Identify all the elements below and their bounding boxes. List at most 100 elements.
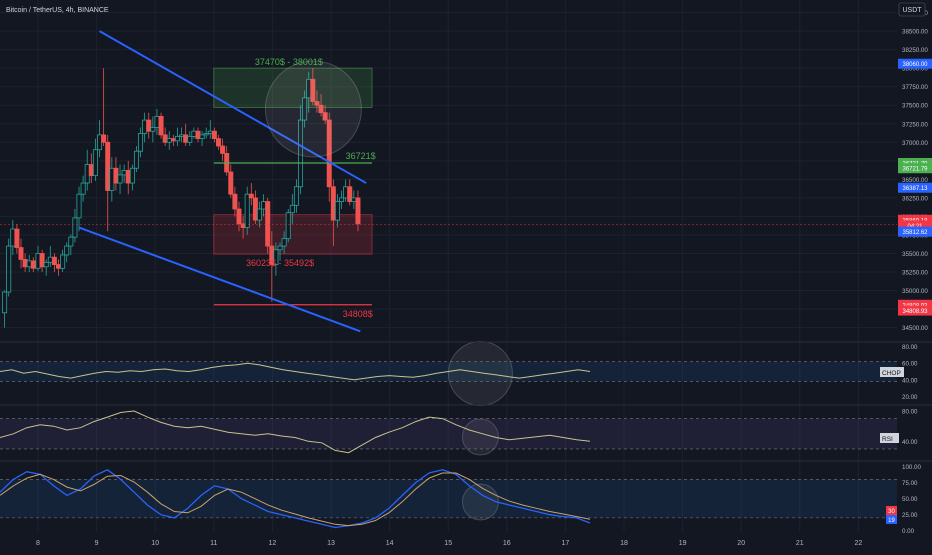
candle-body: [105, 141, 111, 191]
candle-body: [343, 186, 349, 199]
x-tick-label: 10: [151, 540, 159, 547]
candle-body: [101, 134, 107, 143]
candle-body: [199, 134, 205, 139]
candle-body: [265, 201, 271, 247]
oscillator-tick-label: 75.00: [902, 480, 918, 487]
candle-body: [60, 254, 66, 269]
channel-lower-line: [78, 226, 361, 333]
candle-body: [211, 130, 217, 139]
candle-body: [347, 186, 353, 202]
candle-body: [166, 138, 172, 143]
y-tick-label: 36500.00: [902, 177, 928, 184]
x-tick-label: 11: [210, 540, 217, 547]
y-tick-label: 34500.00: [902, 325, 928, 332]
candle-body: [314, 101, 320, 106]
candle-body: [252, 197, 258, 221]
oscillator-line: [0, 362, 591, 381]
oscillator-tick-label: 25.00: [902, 512, 918, 519]
candle-body: [158, 115, 164, 136]
y-tick-label: 38000.00: [902, 66, 928, 73]
stoch-value-tag: 30: [888, 509, 895, 515]
x-tick-label: 14: [386, 540, 394, 547]
candle-body: [146, 119, 152, 132]
candle-body: [97, 134, 103, 151]
price-tag-box: [898, 305, 932, 316]
price-tag-box: [898, 214, 932, 225]
candle-body: [289, 204, 295, 214]
oscillator-highlight-circle: [461, 418, 499, 456]
support-level-label: 34808$: [343, 309, 373, 319]
trend-lines: [0, 30, 897, 333]
x-tick-label: 13: [327, 540, 335, 547]
candle-body: [183, 134, 189, 143]
candle-body: [170, 138, 176, 142]
x-tick-label: 8: [36, 540, 40, 547]
price-tag-text: 36387.13: [902, 186, 928, 192]
stoch-value-tag-box: [886, 506, 897, 515]
y-tick-label: 37500.00: [902, 103, 928, 110]
candle-body: [174, 135, 180, 142]
price-tag-box: [898, 157, 932, 168]
price-tag-box: [898, 299, 932, 310]
candle-body: [56, 264, 62, 269]
y-tick-label: 37250.00: [902, 121, 928, 128]
candle-body: [293, 186, 299, 206]
candle-body: [298, 119, 304, 188]
oscillator-tick-label: 0.00: [902, 528, 915, 535]
oscillator-tick-label: 100.00: [902, 464, 921, 471]
x-tick-label: 16: [503, 540, 511, 547]
price-tag-box: [898, 58, 932, 69]
candle-body: [22, 259, 28, 268]
candle-body: [68, 236, 74, 247]
resistance-zone: [213, 67, 373, 108]
y-tick-label: 37000.00: [902, 140, 928, 147]
candle-body: [109, 167, 115, 191]
candle-body: [244, 193, 250, 228]
x-tick-label: 19: [679, 540, 687, 547]
candle-body: [207, 130, 213, 134]
candle-body: [6, 245, 12, 293]
oscillator-label: RSI: [882, 436, 893, 443]
oscillator-tick-label: 50.00: [902, 496, 918, 503]
y-tick-label: 36250.00: [902, 195, 928, 202]
candle-body: [261, 201, 267, 210]
candle-body: [310, 78, 316, 102]
candle-body: [18, 247, 24, 260]
candle-body: [236, 208, 242, 225]
candle-body: [281, 238, 287, 247]
candle-body: [318, 104, 324, 114]
resistance-zone-label: 37470$ - 38001$: [255, 57, 323, 67]
candle-body: [355, 197, 361, 225]
candle-body: [215, 138, 221, 147]
x-tick-label: 9: [95, 540, 99, 547]
candle-body: [187, 135, 193, 143]
candle-body: [232, 193, 238, 210]
oscillators: [0, 341, 932, 529]
candle-body: [285, 212, 291, 240]
oscillator-line: [0, 410, 591, 454]
candle-body: [30, 260, 36, 269]
candle-body: [257, 208, 263, 221]
oscillator-tick-label: 80.00: [902, 344, 918, 351]
grid: [0, 0, 897, 532]
oscillator-line: [0, 472, 591, 527]
price-tag-box: [898, 163, 932, 174]
candle-body: [88, 164, 94, 177]
candle-body: [121, 170, 127, 176]
candle-body: [35, 253, 41, 269]
candle-body: [220, 145, 226, 154]
resistance-level-label: 36721$: [346, 151, 376, 161]
currency-label: USDT: [902, 7, 922, 14]
candle-body: [334, 201, 340, 221]
currency-badge[interactable]: [898, 2, 926, 17]
candle-body: [51, 256, 57, 265]
candle-body: [322, 112, 328, 121]
candle-body: [113, 167, 119, 184]
candle-body: [277, 245, 283, 251]
stoch-value-tag: 19: [888, 518, 895, 524]
x-tick-label: 12: [269, 540, 277, 547]
oscillator-label: CHOP: [882, 370, 901, 377]
candle-body: [142, 119, 148, 134]
